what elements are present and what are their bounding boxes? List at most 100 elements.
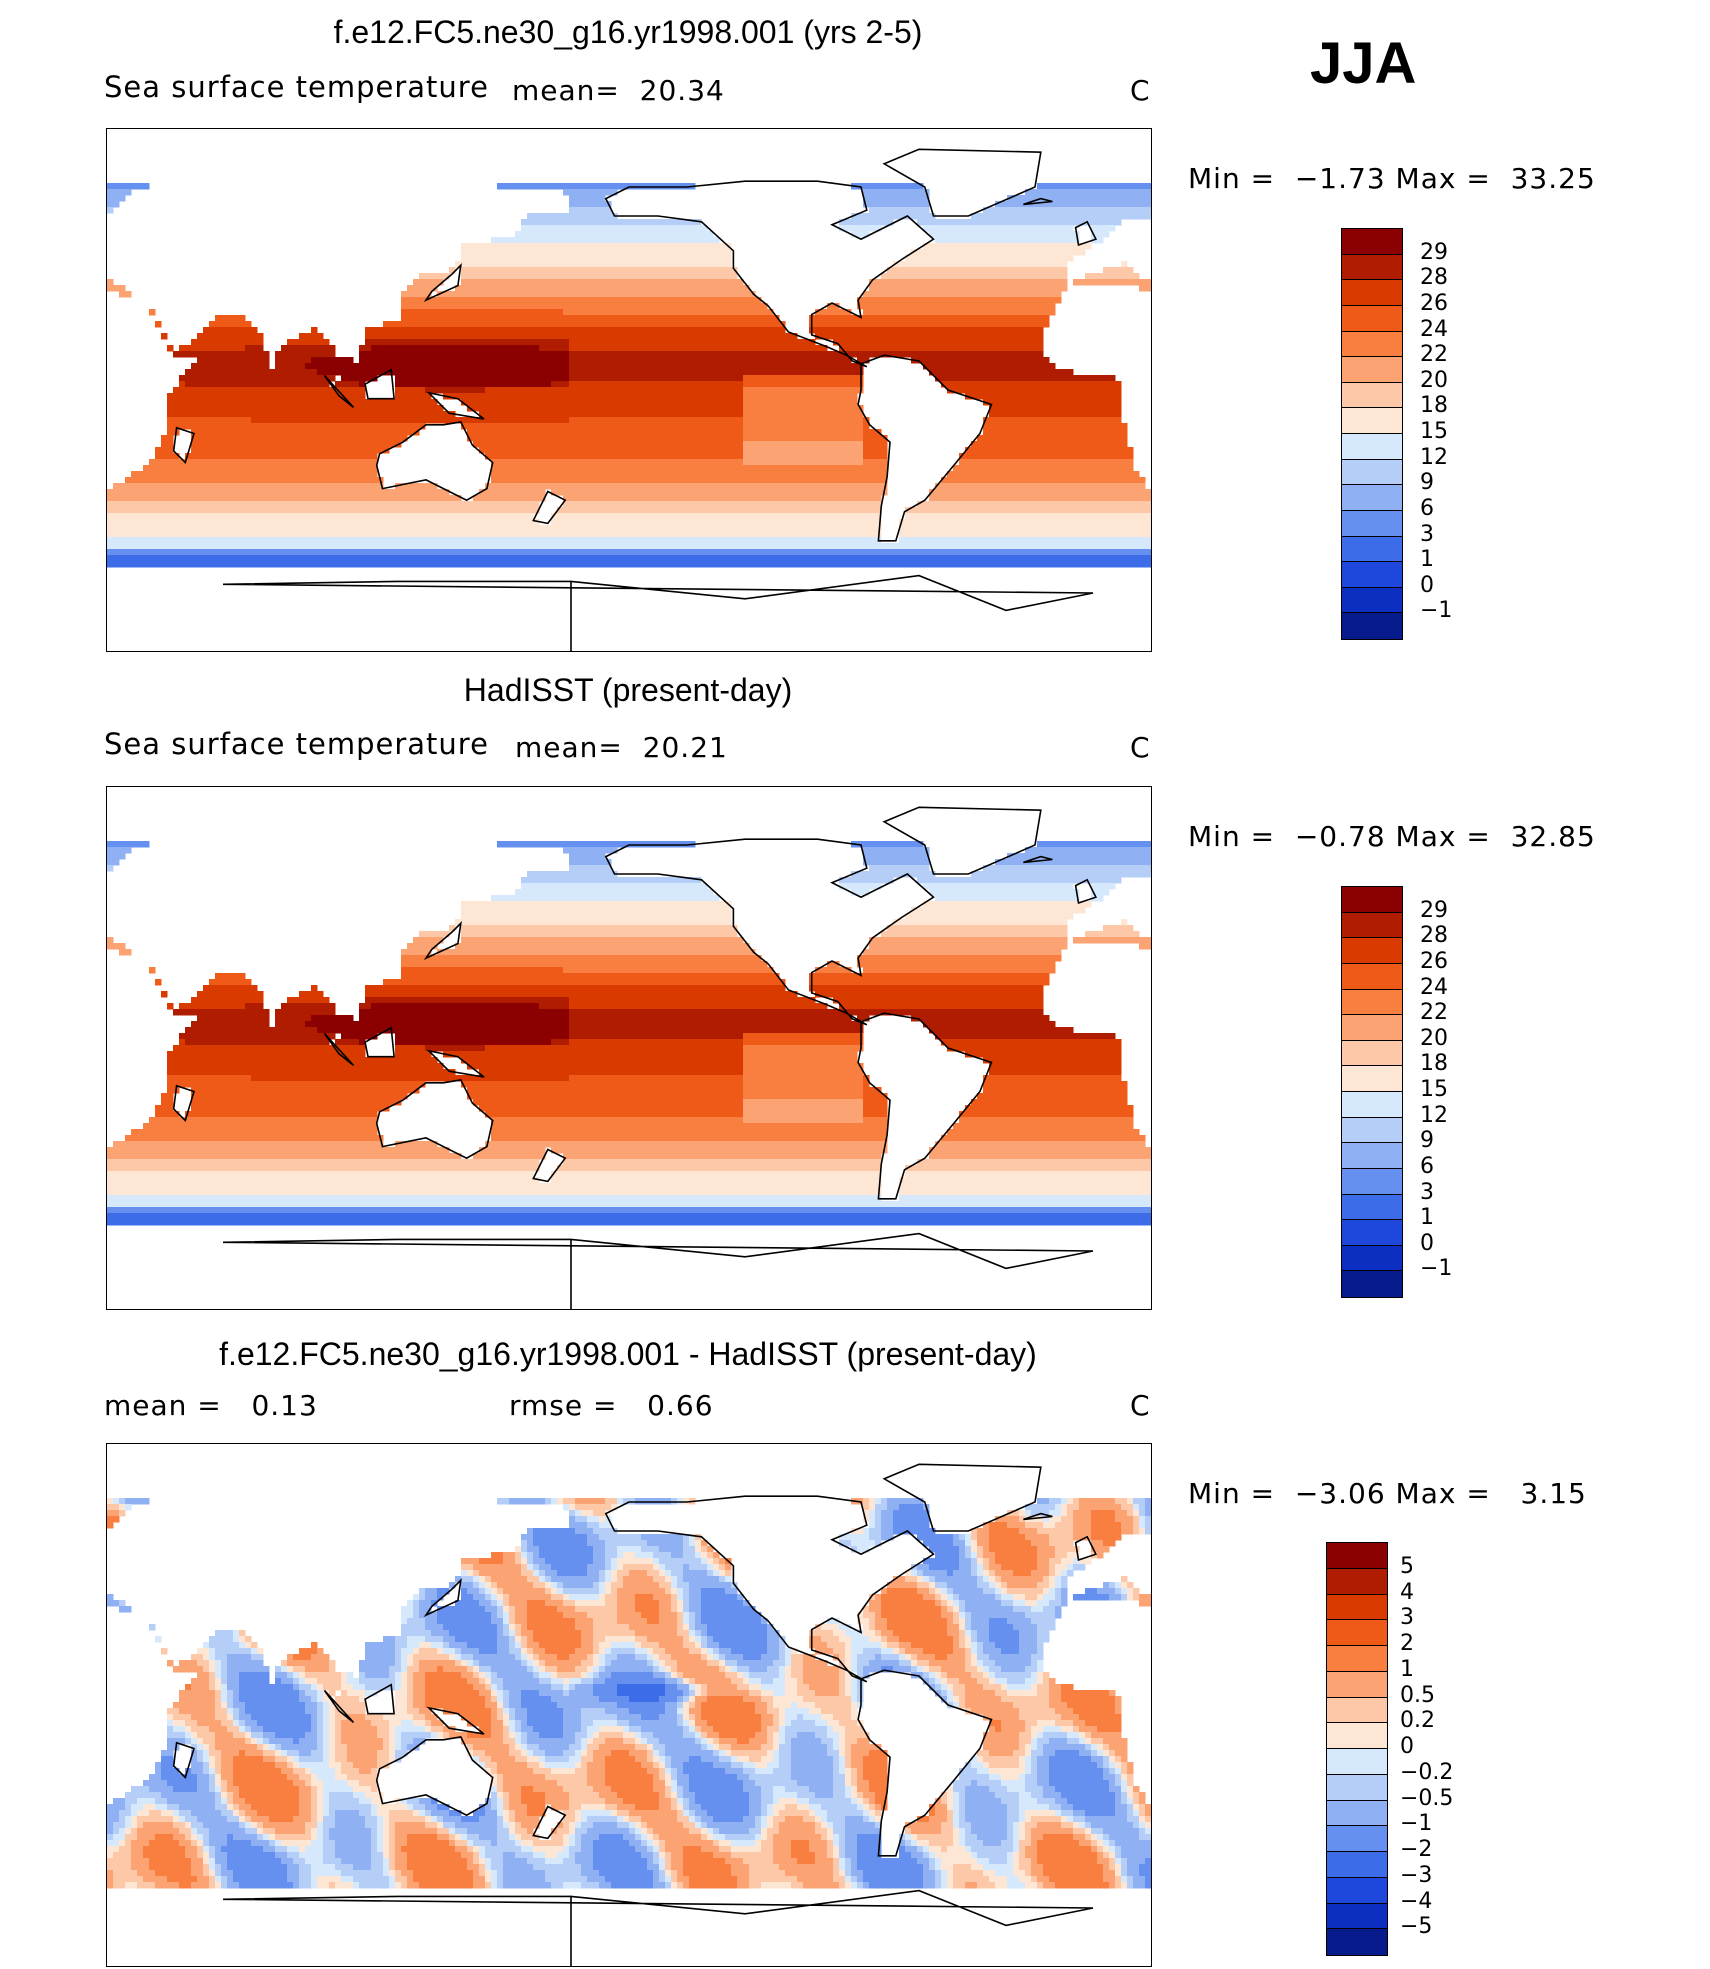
sst-cell xyxy=(311,477,318,484)
sst-cell xyxy=(485,279,492,286)
sst-cell xyxy=(377,483,384,490)
sst-cell xyxy=(209,513,216,520)
sst-cell xyxy=(407,309,414,316)
sst-cell xyxy=(173,519,180,526)
sst-cell xyxy=(359,531,366,538)
sst-cell xyxy=(119,489,126,496)
sst-cell xyxy=(455,339,462,346)
sst-cell xyxy=(779,489,786,496)
sst-cell xyxy=(761,393,768,400)
sst-cell xyxy=(689,315,696,322)
sst-cell xyxy=(317,507,324,514)
sst-cell xyxy=(521,267,528,274)
sst-cell xyxy=(467,345,474,352)
sst-cell xyxy=(227,429,234,436)
sst-cell xyxy=(269,477,276,484)
sst-cell xyxy=(275,369,282,376)
sst-cell xyxy=(203,501,210,508)
sst-cell xyxy=(773,375,780,382)
sst-cell xyxy=(641,429,648,436)
sst-cell xyxy=(731,411,738,418)
sst-cell xyxy=(167,501,174,508)
sst-cell xyxy=(287,543,294,550)
sst-cell xyxy=(701,531,708,538)
sst-cell xyxy=(491,489,498,496)
sst-cell xyxy=(647,261,654,268)
sst-cell xyxy=(473,441,480,448)
sst-cell xyxy=(713,399,720,406)
sst-cell xyxy=(419,357,426,364)
sst-cell xyxy=(671,363,678,370)
sst-cell xyxy=(281,387,288,394)
sst-cell xyxy=(539,231,546,238)
sst-cell xyxy=(587,417,594,424)
sst-cell xyxy=(677,507,684,514)
sst-cell xyxy=(665,219,672,226)
sst-cell xyxy=(761,471,768,478)
sst-cell xyxy=(425,345,432,352)
sst-cell xyxy=(707,363,714,370)
sst-cell xyxy=(569,339,576,346)
sst-cell xyxy=(551,297,558,304)
sst-cell xyxy=(665,555,672,562)
sst-cell xyxy=(719,273,726,280)
sst-cell xyxy=(587,189,594,196)
sst-cell xyxy=(725,483,732,490)
sst-cell xyxy=(761,387,768,394)
sst-cell xyxy=(701,255,708,262)
sst-cell xyxy=(497,423,504,430)
sst-cell xyxy=(197,537,204,544)
sst-cell xyxy=(401,309,408,316)
sst-cell xyxy=(659,495,666,502)
sst-cell xyxy=(665,375,672,382)
sst-cell xyxy=(593,405,600,412)
sst-cell xyxy=(305,411,312,418)
sst-cell xyxy=(659,405,666,412)
sst-cell xyxy=(509,381,516,388)
sst-cell xyxy=(671,249,678,256)
sst-cell xyxy=(209,489,216,496)
sst-cell xyxy=(467,393,474,400)
sst-cell xyxy=(497,297,504,304)
sst-cell xyxy=(419,309,426,316)
sst-cell xyxy=(149,471,156,478)
sst-cell xyxy=(689,333,696,340)
sst-cell xyxy=(113,201,120,208)
sst-cell xyxy=(671,285,678,292)
sst-cell xyxy=(449,363,456,370)
sst-cell xyxy=(533,363,540,370)
sst-cell xyxy=(461,273,468,280)
sst-cell xyxy=(653,507,660,514)
sst-cell xyxy=(761,369,768,376)
sst-cell xyxy=(581,381,588,388)
sst-cell xyxy=(533,387,540,394)
sst-cell xyxy=(341,381,348,388)
sst-cell xyxy=(689,417,696,424)
sst-cell xyxy=(719,429,726,436)
sst-cell xyxy=(677,465,684,472)
sst-cell xyxy=(731,315,738,322)
sst-cell xyxy=(563,273,570,280)
sst-cell xyxy=(221,399,228,406)
sst-cell xyxy=(545,441,552,448)
sst-cell xyxy=(635,231,642,238)
sst-cell xyxy=(755,435,762,442)
sst-cell xyxy=(593,543,600,550)
sst-cell xyxy=(305,357,312,364)
sst-cell xyxy=(497,525,504,532)
sst-cell xyxy=(245,429,252,436)
sst-cell xyxy=(317,363,324,370)
sst-cell xyxy=(467,321,474,328)
sst-cell xyxy=(437,531,444,538)
sst-cell xyxy=(545,267,552,274)
sst-cell xyxy=(587,309,594,316)
sst-cell xyxy=(383,555,390,562)
sst-cell xyxy=(755,531,762,538)
sst-cell xyxy=(653,333,660,340)
sst-cell xyxy=(689,465,696,472)
sst-cell xyxy=(491,531,498,538)
sst-cell xyxy=(293,465,300,472)
sst-cell xyxy=(209,333,216,340)
sst-cell xyxy=(743,471,750,478)
sst-cell xyxy=(509,291,516,298)
